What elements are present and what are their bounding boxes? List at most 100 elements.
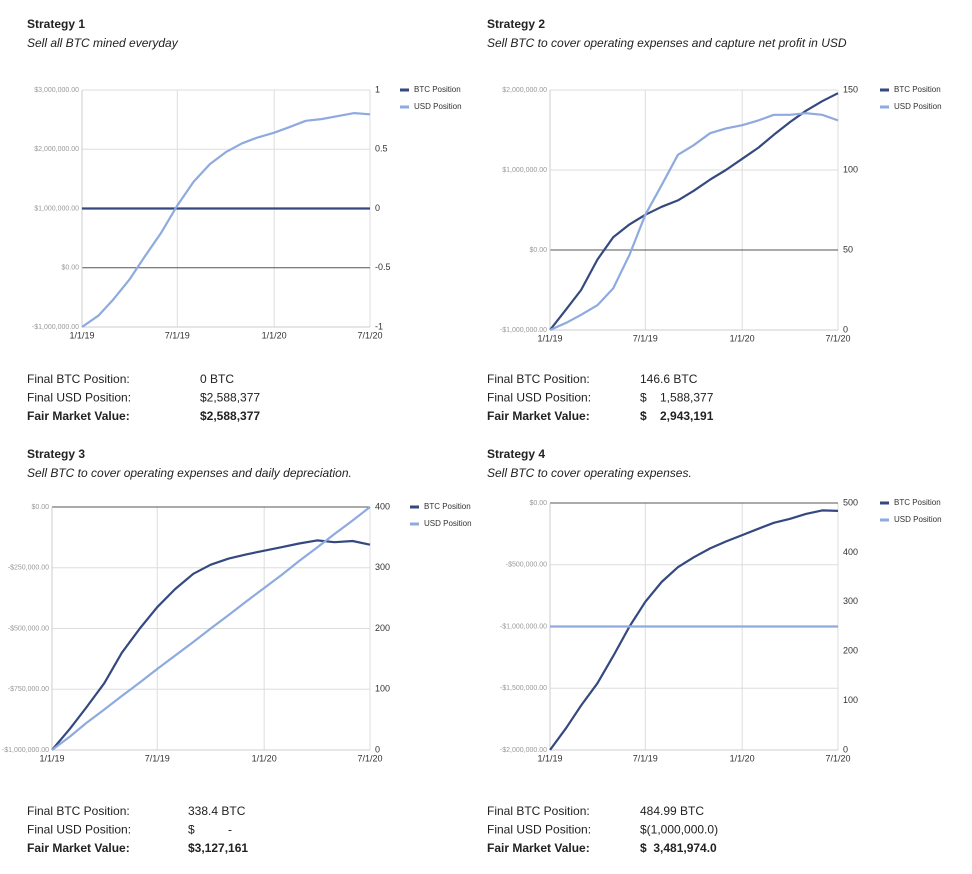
y-tick-label: $1,000,000.00 [502,167,547,174]
summary-value: $ 3,481,974.0 [640,841,717,855]
chart-subtitle: Sell BTC to cover operating expenses. [487,466,692,480]
y-tick-label: $0.00 [529,500,547,507]
y2-tick-label: 150 [843,84,858,94]
x-tick-label: 1/1/20 [730,753,755,763]
chart-title: Strategy 3 [27,447,85,461]
x-tick-label: 7/1/20 [825,333,850,343]
summary-value: $2,588,377 [200,409,260,423]
series-line [51,506,371,751]
x-tick-label: 7/1/20 [357,330,382,340]
y-tick-label: -$2,000,000.00 [500,747,547,754]
y2-tick-label: 300 [375,562,390,572]
summary-label: Final USD Position: [487,391,591,405]
y2-tick-label: 50 [843,244,853,254]
y2-tick-label: 400 [375,501,390,511]
summary-value: $3,127,161 [188,841,248,855]
summary-value: $ - [188,823,232,837]
summary-value: 338.4 BTC [188,804,246,818]
legend-label: BTC Position [894,498,941,507]
y2-tick-label: 200 [843,646,858,656]
y2-tick-label: -1 [375,321,383,331]
summary-label: Final USD Position: [27,391,131,405]
x-tick-label: 7/1/20 [357,753,382,763]
y2-tick-label: 500 [843,497,858,507]
x-tick-label: 1/1/19 [39,753,64,763]
chart-subtitle: Sell all BTC mined everyday [27,36,179,50]
y2-tick-label: 0 [843,324,848,334]
x-tick-label: 7/1/19 [165,330,190,340]
y-tick-label: $3,000,000.00 [34,87,79,94]
summary-label: Final BTC Position: [27,372,130,386]
summary-value: $(1,000,000.0) [640,823,718,837]
y-tick-label: -$500,000.00 [8,625,49,632]
x-tick-label: 7/1/19 [633,333,658,343]
legend-label: BTC Position [894,85,941,94]
y2-tick-label: -0.5 [375,262,391,272]
chart-subtitle: Sell BTC to cover operating expenses and… [27,466,352,480]
series-line [549,92,839,331]
y2-tick-label: 0 [375,744,380,754]
y-tick-label: -$250,000.00 [8,565,49,572]
summary-label: Final BTC Position: [487,804,590,818]
y-tick-label: $2,000,000.00 [502,87,547,94]
x-tick-label: 7/1/19 [633,753,658,763]
summary-value: 484.99 BTC [640,804,704,818]
y2-tick-label: 0.5 [375,144,388,154]
x-tick-label: 7/1/19 [145,753,170,763]
y-tick-label: -$1,000,000.00 [2,747,49,754]
y-tick-label: $0.00 [61,265,79,272]
y-tick-label: $0.00 [31,504,49,511]
y2-tick-label: 100 [843,164,858,174]
series-line [549,509,839,751]
y2-tick-label: 100 [843,695,858,705]
summary-label: Fair Market Value: [487,409,590,423]
y-tick-label: -$750,000.00 [8,686,49,693]
y-tick-label: -$500,000.00 [506,562,547,569]
y-tick-label: $0.00 [529,247,547,254]
y-tick-label: $1,000,000.00 [34,205,79,212]
y-tick-label: -$1,000,000.00 [500,327,547,334]
summary-label: Final USD Position: [487,823,591,837]
y-tick-label: -$1,500,000.00 [500,685,547,692]
chart-title: Strategy 4 [487,447,545,461]
summary-label: Final BTC Position: [27,804,130,818]
y-tick-label: -$1,000,000.00 [500,623,547,630]
summary-label: Final USD Position: [27,823,131,837]
y2-tick-label: 0 [843,744,848,754]
x-tick-label: 1/1/20 [262,330,287,340]
chart-subtitle: Sell BTC to cover operating expenses and… [487,36,847,50]
series-line [51,539,371,751]
x-tick-label: 7/1/20 [825,753,850,763]
x-tick-label: 1/1/19 [537,753,562,763]
summary-value: 0 BTC [200,372,234,386]
summary-value: $ 2,943,191 [640,409,714,423]
legend-label: USD Position [894,102,942,111]
series-line [81,112,371,328]
summary-label: Fair Market Value: [487,841,590,855]
summary-label: Fair Market Value: [27,409,130,423]
legend-label: USD Position [414,102,462,111]
y-tick-label: $2,000,000.00 [34,146,79,153]
x-tick-label: 1/1/20 [730,333,755,343]
summary-value: $2,588,377 [200,391,260,405]
y2-tick-label: 200 [375,623,390,633]
legend-label: BTC Position [414,85,461,94]
chart-title: Strategy 2 [487,17,545,31]
x-tick-label: 1/1/19 [69,330,94,340]
summary-label: Fair Market Value: [27,841,130,855]
y2-tick-label: 300 [843,596,858,606]
y2-tick-label: 1 [375,84,380,94]
legend-label: BTC Position [424,502,471,511]
y-tick-label: -$1,000,000.00 [32,324,79,331]
x-tick-label: 1/1/20 [252,753,277,763]
x-tick-label: 1/1/19 [537,333,562,343]
summary-label: Final BTC Position: [487,372,590,386]
y2-tick-label: 100 [375,684,390,694]
summary-value: 146.6 BTC [640,372,698,386]
chart-title: Strategy 1 [27,17,85,31]
series-line [549,112,839,332]
y2-tick-label: 400 [843,547,858,557]
summary-value: $ 1,588,377 [640,391,714,405]
y2-tick-label: 0 [375,203,380,213]
